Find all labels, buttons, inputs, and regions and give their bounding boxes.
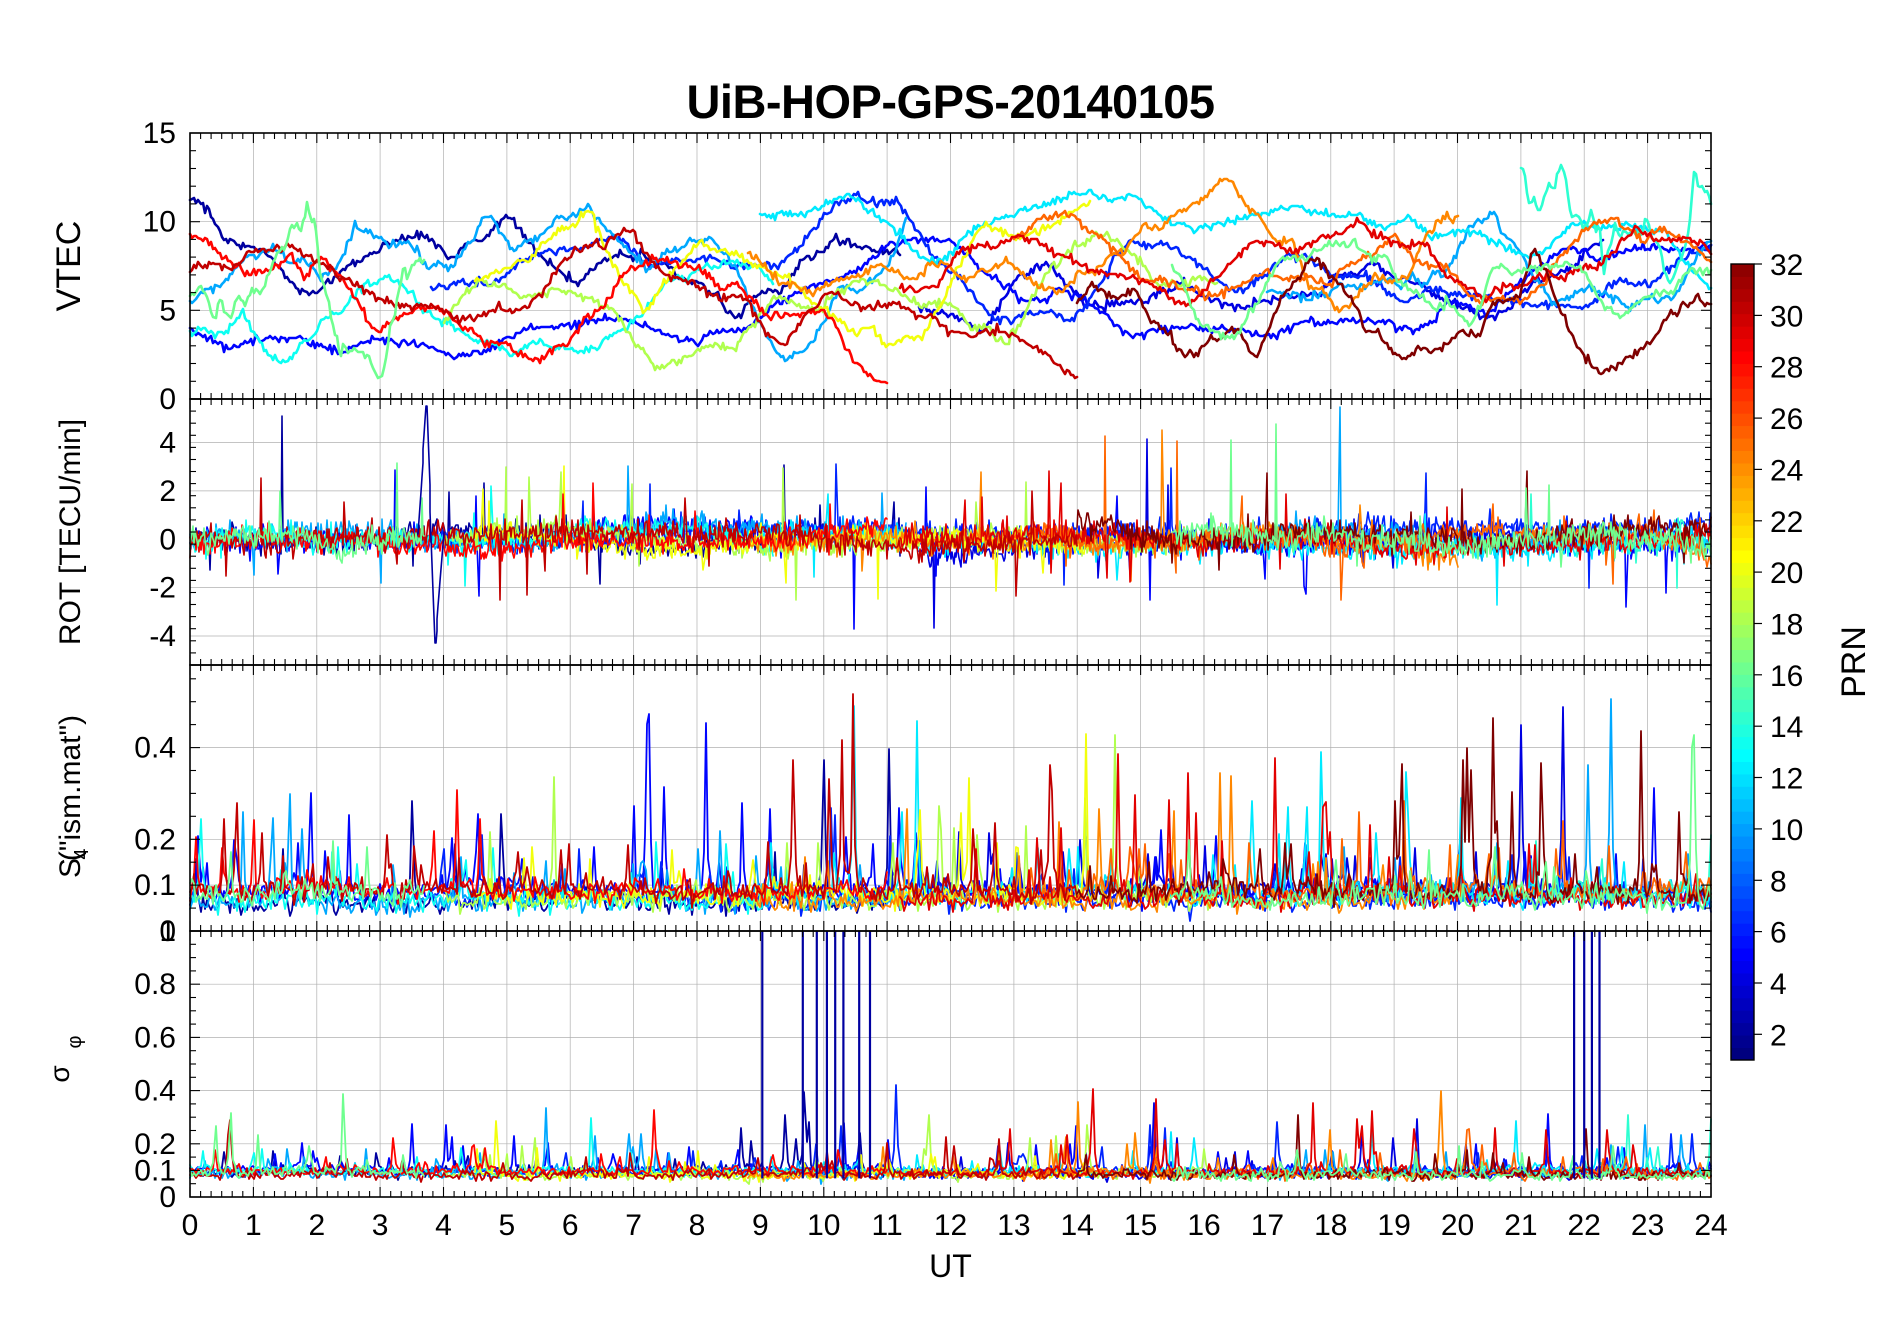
svg-text:11: 11: [872, 1209, 903, 1242]
svg-text:9: 9: [752, 1209, 769, 1242]
svg-text:17: 17: [1251, 1209, 1284, 1242]
svg-text:4: 4: [1770, 968, 1787, 1001]
svg-text:19: 19: [1377, 1209, 1410, 1242]
svg-text:26: 26: [1770, 403, 1803, 436]
svg-text:20: 20: [1441, 1209, 1474, 1242]
svg-text:12: 12: [934, 1209, 967, 1242]
svg-text:8: 8: [689, 1209, 706, 1242]
svg-text:PRN: PRN: [1835, 626, 1873, 698]
svg-text:UT: UT: [929, 1248, 972, 1284]
svg-text:5: 5: [159, 294, 176, 327]
svg-text:10: 10: [143, 206, 176, 239]
svg-text:15: 15: [1124, 1209, 1157, 1242]
svg-text:0: 0: [159, 523, 176, 556]
svg-text:4: 4: [435, 1209, 452, 1242]
svg-text:0.6: 0.6: [134, 1021, 176, 1054]
svg-text:32: 32: [1770, 249, 1803, 282]
svg-text:15: 15: [143, 117, 176, 150]
svg-text:10: 10: [807, 1209, 840, 1242]
svg-text:3: 3: [372, 1209, 389, 1242]
svg-text:ROT [TECU/min]: ROT [TECU/min]: [54, 419, 87, 645]
svg-text:φ: φ: [64, 1035, 86, 1048]
svg-text:0.2: 0.2: [134, 1128, 176, 1161]
svg-text:22: 22: [1770, 506, 1803, 539]
svg-text:-2: -2: [149, 572, 176, 605]
svg-text:16: 16: [1770, 660, 1803, 693]
svg-text:1: 1: [245, 1209, 262, 1242]
svg-text:5: 5: [499, 1209, 516, 1242]
svg-text:0: 0: [182, 1209, 199, 1242]
svg-text:14: 14: [1061, 1209, 1094, 1242]
svg-text:2: 2: [1770, 1019, 1787, 1052]
svg-text:12: 12: [1770, 763, 1803, 796]
svg-text:1: 1: [159, 915, 176, 948]
svg-text:23: 23: [1631, 1209, 1664, 1242]
svg-text:0.4: 0.4: [134, 1075, 176, 1108]
svg-text:10: 10: [1770, 814, 1803, 847]
svg-text:UiB-HOP-GPS-20140105: UiB-HOP-GPS-20140105: [686, 75, 1214, 128]
svg-text:2: 2: [159, 475, 176, 508]
svg-text:0.8: 0.8: [134, 968, 176, 1001]
svg-text:0.2: 0.2: [134, 823, 176, 856]
svg-text:20: 20: [1770, 557, 1803, 590]
svg-text:18: 18: [1770, 609, 1803, 642]
svg-text:21: 21: [1504, 1209, 1537, 1242]
svg-text:VTEC: VTEC: [50, 221, 88, 312]
svg-text:0: 0: [159, 383, 176, 416]
svg-text:22: 22: [1568, 1209, 1601, 1242]
svg-text:4: 4: [159, 427, 176, 460]
svg-text:6: 6: [562, 1209, 579, 1242]
svg-text:σ: σ: [44, 1065, 75, 1082]
svg-text:7: 7: [625, 1209, 642, 1242]
svg-text:0.1: 0.1: [134, 869, 176, 902]
svg-text:24: 24: [1694, 1209, 1727, 1242]
svg-text:16: 16: [1187, 1209, 1220, 1242]
svg-text:2: 2: [308, 1209, 325, 1242]
svg-text:6: 6: [1770, 917, 1787, 950]
svg-text:8: 8: [1770, 865, 1787, 898]
svg-text:-4: -4: [149, 620, 176, 653]
svg-text:0.4: 0.4: [134, 732, 176, 765]
svg-text:24: 24: [1770, 454, 1803, 487]
svg-text:28: 28: [1770, 352, 1803, 385]
svg-text:13: 13: [997, 1209, 1030, 1242]
svg-text:18: 18: [1314, 1209, 1347, 1242]
svg-text:30: 30: [1770, 300, 1803, 333]
svg-text:("ism.mat"): ("ism.mat"): [54, 715, 87, 861]
svg-text:14: 14: [1770, 711, 1803, 744]
